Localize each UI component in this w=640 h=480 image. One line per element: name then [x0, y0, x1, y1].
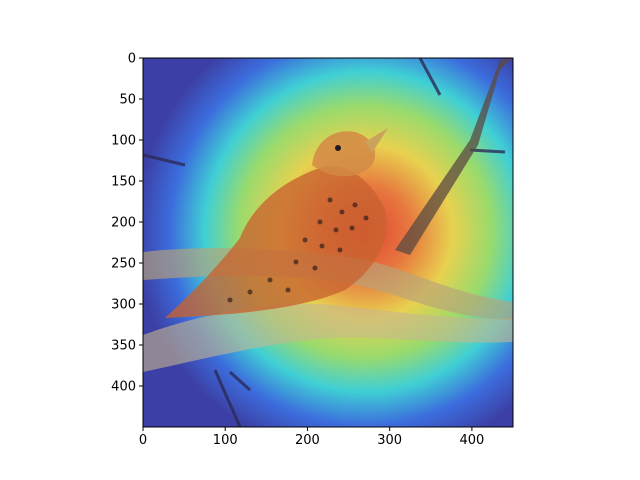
x-tick-label: 400 — [459, 433, 484, 448]
y-tick-label: 0 — [128, 52, 136, 67]
y-tick-label: 200 — [111, 216, 136, 231]
x-axis: 0 100 200 300 400 — [139, 427, 484, 448]
y-tick-label: 400 — [111, 380, 136, 395]
x-tick-label: 0 — [139, 433, 147, 448]
y-tick-label: 50 — [119, 93, 136, 108]
y-tick-label: 250 — [111, 257, 136, 272]
heatmap-image — [143, 58, 513, 427]
branch-lower — [143, 303, 513, 372]
bird — [165, 128, 388, 318]
x-tick-label: 100 — [213, 433, 238, 448]
x-tick-label: 300 — [377, 433, 402, 448]
y-axis: 0 50 100 150 200 250 300 350 400 — [111, 52, 143, 395]
y-tick-label: 100 — [111, 134, 136, 149]
y-tick-label: 300 — [111, 298, 136, 313]
y-tick-label: 350 — [111, 339, 136, 354]
x-tick-label: 200 — [295, 433, 320, 448]
y-tick-label: 150 — [111, 175, 136, 190]
plot-frame — [142, 57, 514, 428]
branch-diagonal — [395, 58, 512, 255]
background-twigs — [143, 58, 506, 427]
